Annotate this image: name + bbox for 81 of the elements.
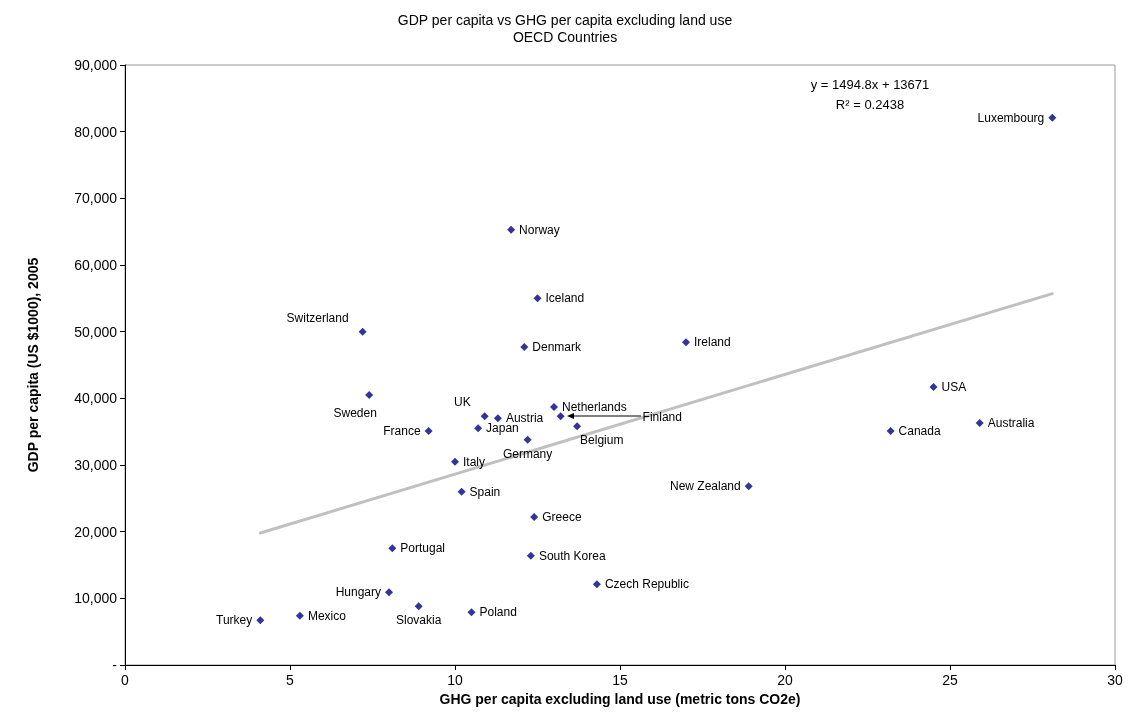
annotation: Iceland [545, 291, 585, 306]
point [533, 294, 542, 303]
annotation: Belgium [580, 433, 624, 448]
point [295, 611, 304, 620]
annotation: Australia [987, 416, 1035, 430]
point [526, 551, 535, 560]
point [520, 343, 529, 351]
annotation: Denmark [532, 340, 582, 354]
annotation: Spain [469, 484, 501, 499]
x-tick-label: 5 [286, 672, 295, 688]
y-tick-label: 50,000 [74, 323, 118, 340]
point [507, 225, 516, 234]
y-tick-label: - [112, 657, 118, 673]
x-tick-label: 25 [942, 672, 958, 688]
point [682, 338, 690, 347]
annotation: New Zealand [669, 479, 741, 494]
annotation: Italy [463, 454, 486, 469]
chart-title: GDP per capita vs GHG per capita excluding land use [397, 12, 733, 28]
annotation: Sweden [333, 406, 377, 420]
annotation: Canada [898, 424, 941, 438]
point [493, 414, 502, 423]
point [358, 327, 367, 336]
annotation: Turkey [216, 613, 253, 628]
point [530, 513, 539, 521]
point [365, 391, 374, 399]
y-tick-label: 20,000 [74, 523, 118, 540]
point [474, 424, 483, 433]
point [256, 616, 265, 625]
point [424, 427, 433, 435]
x-tick-label: 15 [612, 672, 628, 688]
annotation: Netherlands [562, 400, 627, 414]
point [886, 427, 895, 435]
annotation: Germany [502, 446, 553, 461]
y-tick-label: 90,000 [74, 57, 118, 73]
point [744, 482, 753, 491]
annotation: Poland [479, 605, 517, 620]
point [523, 435, 532, 444]
annotation: Greece [542, 510, 582, 524]
point [975, 419, 984, 427]
annotation: Portugal [400, 541, 445, 556]
x-tick-label: 30 [1107, 672, 1123, 688]
y-tick-label: 70,000 [74, 190, 118, 207]
x-tick-label: 0 [121, 672, 130, 688]
annotation: Norway [519, 222, 560, 237]
annotation: Slovakia [396, 613, 442, 628]
point [592, 580, 601, 589]
y-tick-label: 10,000 [74, 590, 118, 607]
point [1048, 113, 1057, 122]
chart-subtitle: OECD Countries [512, 29, 618, 45]
y-axis-title: GDP per capita (US $1000), 2005 [25, 257, 41, 473]
point [414, 602, 423, 611]
annotation: y = 1494.8x + 13671 [810, 77, 930, 92]
annotation: USA [941, 380, 967, 394]
y-tick-label: 40,000 [74, 390, 118, 407]
x-tick-label: 10 [447, 672, 463, 688]
annotation: Ireland [694, 335, 731, 350]
annotation: Switzerland [286, 310, 349, 325]
annotation: Czech Republic [604, 577, 689, 592]
annotation: South Korea [538, 548, 606, 563]
point [457, 487, 466, 496]
annotation: R² = 0.2438 [835, 97, 905, 112]
annotation: Mexico [307, 608, 347, 623]
y-tick-label: 80,000 [74, 123, 118, 140]
point [550, 403, 558, 411]
x-axis-title: GHG per capita excluding land use (metric tons CO2e) [439, 690, 801, 707]
y-tick-label: 30,000 [74, 457, 118, 473]
point [929, 383, 938, 391]
point [556, 412, 565, 421]
point [480, 412, 489, 421]
y-tick-label: 60,000 [74, 257, 118, 273]
annotation: France [383, 424, 421, 438]
point [385, 588, 393, 597]
point [467, 608, 476, 617]
point [573, 422, 582, 431]
annotation: Hungary [335, 585, 381, 600]
annotation: UK [454, 395, 471, 410]
point [451, 457, 459, 466]
point [388, 544, 397, 553]
annotation: Finland [642, 410, 682, 425]
annotation: Luxembourg [977, 110, 1045, 125]
x-tick-label: 20 [777, 672, 793, 688]
